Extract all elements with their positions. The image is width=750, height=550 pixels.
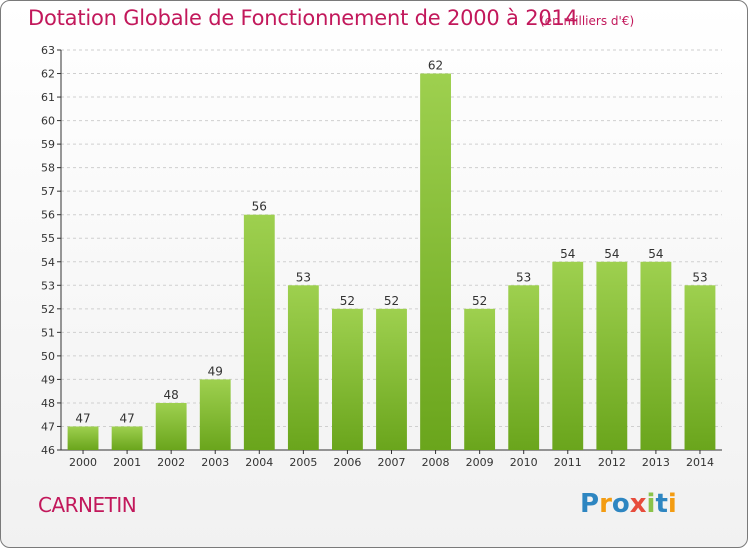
- x-tick-label: 2002: [157, 456, 185, 469]
- bar-2014: [684, 285, 716, 450]
- data-label: 62: [428, 59, 443, 73]
- bar-2007: [376, 308, 407, 450]
- bar-2004: [243, 214, 275, 450]
- x-tick-label: 2010: [510, 456, 538, 469]
- y-tick-label: 61: [41, 91, 55, 104]
- data-label: 54: [604, 247, 619, 261]
- x-tick-label: 2008: [422, 456, 450, 469]
- y-tick-label: 63: [41, 44, 55, 57]
- data-label: 49: [208, 364, 223, 378]
- x-tick-label: 2006: [333, 456, 361, 469]
- data-label: 48: [164, 388, 179, 402]
- data-label: 53: [296, 270, 311, 284]
- x-tick-label: 2003: [201, 456, 229, 469]
- data-label: 47: [75, 411, 90, 425]
- bar-2001: [111, 426, 143, 450]
- bar-2005: [287, 285, 319, 450]
- bar-2006: [332, 308, 363, 450]
- y-tick-label: 62: [41, 68, 55, 81]
- x-tick-label: 2005: [289, 456, 317, 469]
- data-label: 53: [692, 270, 707, 284]
- y-tick-label: 51: [41, 326, 55, 339]
- bar-2000: [67, 426, 99, 450]
- bar-2011: [552, 261, 584, 450]
- bar-2013: [640, 261, 672, 450]
- y-tick-label: 57: [41, 185, 55, 198]
- logo-letter: P: [580, 489, 600, 519]
- x-tick-label: 2011: [554, 456, 582, 469]
- logo-letter: o: [611, 489, 630, 519]
- data-label: 52: [472, 294, 487, 308]
- y-tick-label: 47: [41, 420, 55, 433]
- y-tick-label: 49: [41, 373, 55, 386]
- x-tick-label: 2009: [466, 456, 494, 469]
- x-tick-label: 2000: [69, 456, 97, 469]
- x-tick-label: 2004: [245, 456, 273, 469]
- logo-letter: i: [667, 489, 677, 519]
- y-tick-label: 55: [41, 232, 55, 245]
- bar-2012: [596, 261, 628, 450]
- commune-name: CARNETIN: [38, 493, 137, 517]
- logo-letter: i: [646, 489, 656, 519]
- data-label: 54: [560, 247, 575, 261]
- data-label: 47: [119, 411, 134, 425]
- data-label: 52: [384, 294, 399, 308]
- data-label: 53: [516, 270, 531, 284]
- y-tick-label: 59: [41, 138, 55, 151]
- bar-2008: [420, 73, 451, 450]
- y-tick-label: 46: [41, 444, 55, 457]
- bar-2003: [199, 379, 231, 450]
- data-label: 52: [340, 294, 355, 308]
- bar-2009: [464, 308, 496, 450]
- y-tick-label: 58: [41, 162, 55, 175]
- chart-subtitle: (en milliers d'€): [540, 14, 635, 28]
- bar-2010: [508, 285, 540, 450]
- x-tick-label: 2013: [642, 456, 670, 469]
- y-tick-label: 60: [41, 115, 55, 128]
- bar-2002: [155, 402, 187, 450]
- chart-title: Dotation Globale de Fonctionnement de 20…: [28, 6, 578, 30]
- logo-letter: t: [655, 489, 668, 519]
- y-tick-label: 50: [41, 350, 55, 363]
- y-tick-label: 52: [41, 303, 55, 316]
- x-tick-label: 2012: [598, 456, 626, 469]
- y-tick-label: 56: [41, 209, 55, 222]
- data-label: 56: [252, 200, 267, 214]
- data-label: 54: [648, 247, 663, 261]
- y-tick-label: 54: [41, 256, 55, 269]
- x-tick-label: 2001: [113, 456, 141, 469]
- y-tick-label: 53: [41, 279, 55, 292]
- logo-letter: x: [629, 489, 647, 519]
- logo-letter: r: [599, 489, 612, 519]
- proxiti-logo: Proxiti: [580, 489, 677, 519]
- x-tick-label: 2007: [378, 456, 406, 469]
- x-tick-label: 2014: [686, 456, 714, 469]
- y-tick-label: 48: [41, 397, 55, 410]
